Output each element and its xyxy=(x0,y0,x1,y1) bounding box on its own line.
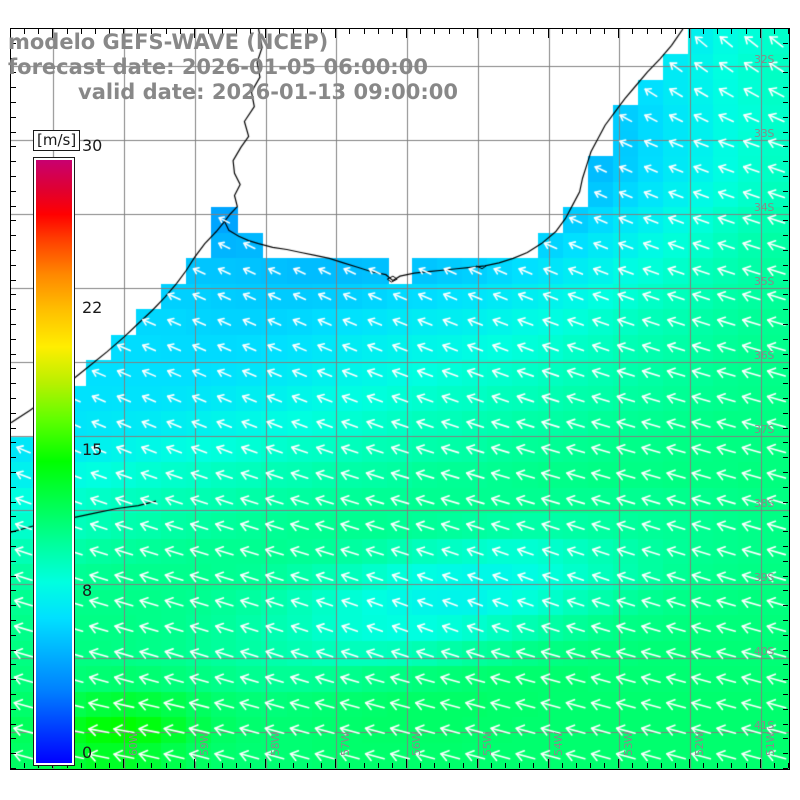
lon-axis-label: 57W xyxy=(339,732,353,756)
lon-axis-label: 56W xyxy=(410,732,424,756)
lat-axis-label: 34S xyxy=(754,201,775,214)
lon-axis-label: 54W xyxy=(551,732,565,756)
lon-axis-label: 52W xyxy=(692,732,706,756)
lon-axis-label: 55W xyxy=(480,732,494,756)
lat-axis-label: 32S xyxy=(754,53,775,66)
lon-axis-label: 53W xyxy=(622,732,636,756)
map-plot-area[interactable] xyxy=(10,28,790,770)
lat-axis-label: 36S xyxy=(754,349,775,362)
lat-axis-label: 40S xyxy=(754,645,775,658)
lon-axis-label: 60W xyxy=(127,732,141,756)
colorbar-tick-label: 30 xyxy=(82,136,103,155)
lat-axis-label: 33S xyxy=(754,127,775,140)
lat-axis-label: 35S xyxy=(754,275,775,288)
colorbar-tick-label: 0 xyxy=(82,743,93,762)
colorbar-tick-label: 22 xyxy=(82,297,103,317)
colorbar-units-label: [m/s] xyxy=(33,130,81,151)
lat-axis-label: 41S xyxy=(754,719,775,732)
lon-axis-label: 58W xyxy=(268,732,282,756)
lat-axis-label: 37S xyxy=(754,423,775,436)
colorbar-tick-label: 15 xyxy=(82,439,103,459)
lon-axis-label: 51W xyxy=(763,732,777,756)
lat-axis-label: 39S xyxy=(754,571,775,584)
colorbar-tick-label: 8 xyxy=(82,581,93,601)
coastline-grid-barbs-canvas xyxy=(11,29,789,769)
lon-axis-label: 59W xyxy=(197,732,211,756)
colorbar-gradient xyxy=(33,157,75,766)
lat-axis-label: 38S xyxy=(754,497,775,510)
